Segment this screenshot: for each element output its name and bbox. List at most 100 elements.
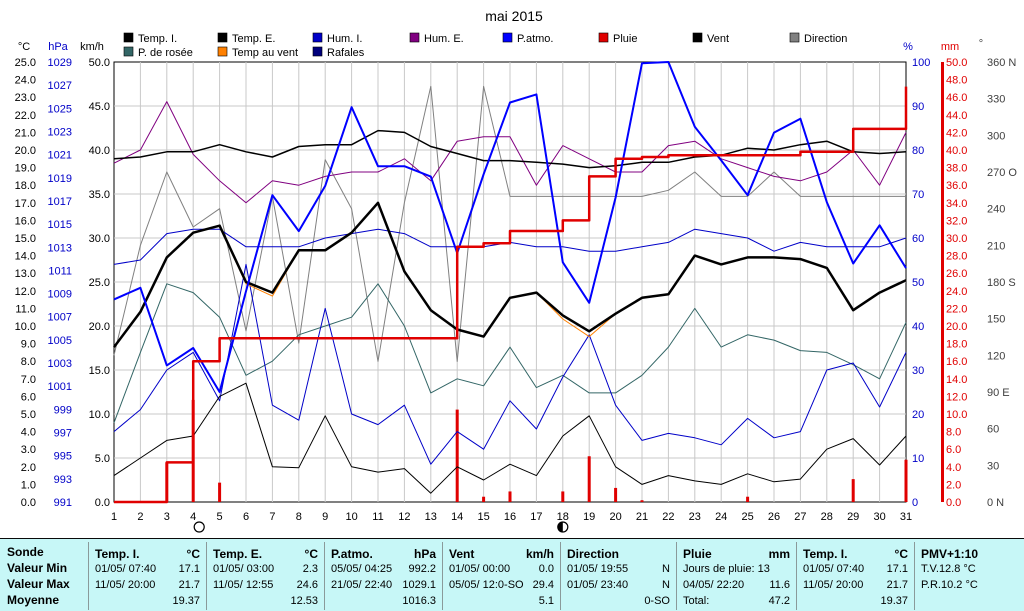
- rain-tick-label: 16.0: [946, 356, 967, 368]
- stats-temp-i-max-val: 21.7: [178, 579, 200, 591]
- pressure-tick-label: 1025: [48, 103, 72, 115]
- wind-tick-label: 0.0: [95, 497, 110, 509]
- stats-wind-max-time: 05/05/ 12:0-SO: [449, 579, 524, 591]
- stats-patmo-min-val: 992.2: [408, 563, 436, 575]
- legend-label: P. de rosée: [138, 47, 193, 59]
- humidity-tick-label: 90: [912, 101, 924, 113]
- rain-tick-label: 44.0: [946, 110, 967, 122]
- unit-pressure: hPa: [48, 41, 68, 53]
- temp-tick-label: 14.0: [15, 251, 36, 263]
- stats-wind-min-time: 01/05/ 00:00: [449, 563, 511, 575]
- temp-tick-label: 23.0: [15, 92, 36, 104]
- unit-temp: °C: [18, 41, 30, 53]
- x-tick-label: 22: [662, 511, 674, 523]
- rain-tick-label: 22.0: [946, 303, 967, 315]
- stats-rain-total: 47.2: [768, 595, 790, 607]
- temp-tick-label: 22.0: [15, 110, 36, 122]
- x-tick-label: 3: [164, 511, 170, 523]
- series-hum-e: [113, 101, 907, 204]
- series-direction: [113, 85, 906, 362]
- stats-direction-avg: 0-SO: [644, 595, 670, 607]
- legend-swatch: [123, 46, 134, 57]
- direction-tick-label: 300: [987, 130, 1005, 142]
- x-tick-label: 28: [821, 511, 833, 523]
- stats-direction-max-val: N: [662, 579, 670, 591]
- direction-tick-label: 210: [987, 240, 1005, 252]
- stats-patmo-min-time: 05/05/ 04:25: [331, 563, 393, 575]
- series-temp-i: [113, 129, 907, 169]
- stats-direction-min-val: N: [662, 563, 670, 575]
- x-tick-label: 18: [557, 511, 569, 523]
- pressure-tick-label: 1015: [48, 219, 72, 231]
- stats-temp-e-max-time: 11/05/ 12:55: [213, 579, 274, 591]
- humidity-tick-label: 0: [912, 497, 918, 509]
- stats-direction-title: Direction: [567, 547, 620, 561]
- pressure-tick-label: 995: [54, 451, 72, 463]
- rain-tick-label: 34.0: [946, 198, 967, 210]
- temp-tick-label: 18.0: [15, 180, 36, 192]
- humidity-tick-label: 100: [912, 57, 930, 69]
- direction-tick-label: 240: [987, 204, 1005, 216]
- stats-rain-days: Jours de pluie: 13: [683, 563, 770, 575]
- temp-tick-label: 4.0: [21, 427, 36, 439]
- stats-panel: Sonde Valeur Min Valeur Max Moyenne Temp…: [0, 538, 1024, 611]
- legend-swatch: [692, 32, 703, 43]
- stats-temp-e-min-time: 01/05/ 03:00: [213, 563, 275, 575]
- stats-temp-i-max-time: 11/05/ 20:00: [95, 579, 156, 591]
- pressure-tick-label: 1021: [48, 150, 72, 162]
- rain-tick-label: 4.0: [946, 462, 961, 474]
- direction-tick-label: 330: [987, 94, 1005, 106]
- rain-bar: [614, 487, 618, 502]
- rain-bar: [851, 479, 855, 502]
- row-label-min: Valeur Min: [7, 561, 68, 575]
- rain-bar: [640, 500, 644, 502]
- x-tick-label: 15: [477, 511, 489, 523]
- stats-patmo-title: P.atmo.: [331, 547, 373, 561]
- legend-label: Temp. I.: [138, 33, 177, 45]
- x-tick-label: 6: [243, 511, 249, 523]
- temp-tick-label: 1.0: [21, 479, 36, 491]
- rain-tick-label: 18.0: [946, 339, 967, 351]
- rain-bar: [587, 456, 591, 502]
- stats-temp-i-2: Temp. I. °C 01/05/ 07:40 17.1 11/05/ 20:…: [796, 542, 914, 610]
- chart-grid: [113, 61, 944, 503]
- legend-label: P.atmo.: [517, 33, 554, 45]
- rain-tick-label: 12.0: [946, 391, 967, 403]
- wind-tick-label: 45.0: [89, 101, 110, 113]
- stats-wind: Vent km/h 01/05/ 00:00 0.0 05/05/ 12:0-S…: [442, 542, 560, 610]
- rain-bar: [904, 459, 908, 502]
- pressure-tick-label: 991: [54, 497, 72, 509]
- rain-tick-label: 46.0: [946, 92, 967, 104]
- x-tick-label: 5: [217, 511, 223, 523]
- stats-temp-i-2-title: Temp. I.: [803, 547, 848, 561]
- wind-tick-label: 35.0: [89, 189, 110, 201]
- legend-label: Direction: [804, 33, 847, 45]
- axis-units: °C hPa km/h% mm °: [18, 38, 983, 53]
- rain-tick-label: 30.0: [946, 233, 967, 245]
- legend-swatch: [502, 32, 513, 43]
- humidity-tick-label: 30: [912, 365, 924, 377]
- pressure-tick-label: 1029: [48, 57, 72, 69]
- stats-pmv: PMV+1:10 T.V.12.8 °C P.R.10.2 °C: [914, 542, 1022, 610]
- unit-rain: mm: [941, 41, 959, 53]
- stats-pmv-title: PMV+1:10: [921, 547, 979, 561]
- stats-pmv-tv: T.V.12.8 °C: [921, 563, 976, 575]
- stats-temp-e-unit: °C: [304, 547, 318, 561]
- temp-tick-label: 8.0: [21, 356, 36, 368]
- wind-tick-label: 10.0: [89, 409, 110, 421]
- legend-label: Temp. E.: [232, 33, 275, 45]
- stats-patmo-unit: hPa: [413, 547, 436, 561]
- stats-direction: Direction 01/05/ 19:55 N 01/05/ 23:40 N …: [560, 542, 676, 610]
- x-tick-label: 27: [794, 511, 806, 523]
- x-tick-label: 30: [873, 511, 885, 523]
- stats-temp-i-unit: °C: [186, 547, 200, 561]
- rain-tick-label: 8.0: [946, 427, 961, 439]
- stats-temp-i-min-time: 01/05/ 07:40: [95, 563, 157, 575]
- temp-tick-label: 24.0: [15, 75, 36, 87]
- x-tick-label: 9: [322, 511, 328, 523]
- rain-tick-label: 0.0: [946, 497, 961, 509]
- pressure-tick-label: 1009: [48, 289, 72, 301]
- direction-tick-label: 360 N: [987, 57, 1016, 69]
- rain-tick-label: 28.0: [946, 251, 967, 263]
